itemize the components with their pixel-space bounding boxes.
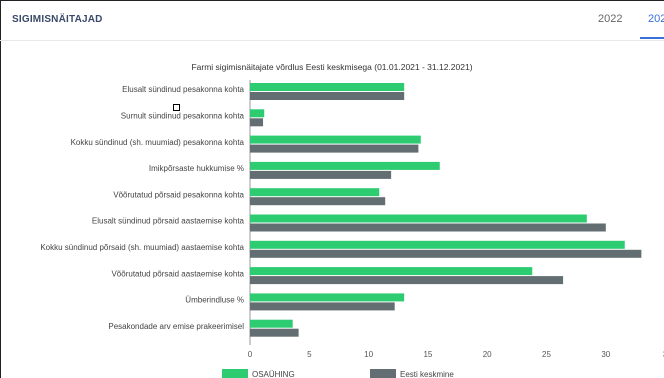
bar-farm: [250, 240, 625, 249]
category-label: Pesakondade arv emise prakeerimisel: [108, 322, 244, 331]
section-header: SIGIMISNÄITAJAD 2022 202: [0, 0, 664, 41]
bar-avg: [250, 328, 299, 337]
bar-avg: [250, 118, 264, 127]
category-label: Võõrutatud põrsaid pesakonna kohta: [113, 190, 244, 199]
bar-farm: [250, 161, 440, 170]
x-tick-label: 20: [483, 350, 492, 359]
category-label: Imikpõrsaste hukkumise %: [149, 164, 244, 173]
section-title: SIGIMISNÄITAJAD: [12, 14, 103, 25]
bar-avg: [250, 170, 392, 179]
category-label: Elusalt sündinud põrsaid aastaemise koht…: [92, 217, 245, 226]
x-tick-label: 25: [542, 350, 551, 359]
x-tick-label: 30: [601, 350, 610, 359]
chart-title: Farmi sigimisnäitajate võrdlus Eesti kes…: [191, 62, 473, 72]
category-label: Ümberindluse %: [185, 296, 244, 305]
category-label: Kokku sündinud (sh. muumiad) pesakonna k…: [71, 138, 245, 147]
tab-year-2021[interactable]: 202: [648, 13, 664, 25]
x-tick-label: 10: [364, 350, 373, 359]
bar-farm: [250, 293, 405, 302]
bar-farm: [250, 109, 265, 118]
x-tick-label: 3: [663, 350, 664, 359]
legend-label: Eesti keskmine: [400, 370, 454, 378]
legend-swatch: [370, 369, 396, 378]
bar-avg: [250, 144, 419, 153]
x-tick-label: 5: [307, 350, 312, 359]
legend-label: OSAÜHING: [252, 370, 295, 378]
bar-farm: [250, 83, 405, 91]
bar-farm: [250, 135, 421, 144]
bar-avg: [250, 276, 564, 285]
bar-farm: [250, 214, 587, 223]
active-tab-indicator: [640, 37, 664, 39]
category-label: Elusalt sündinud pesakonna kohta: [122, 85, 244, 94]
bar-avg: [250, 92, 405, 100]
bar-farm: [250, 188, 380, 197]
x-tick-label: 15: [423, 350, 432, 359]
bar-farm: [250, 267, 533, 276]
bar-avg: [250, 197, 386, 206]
x-tick-label: 0: [248, 350, 253, 359]
category-label: Surnult sündinud pesakonna kohta: [121, 111, 245, 120]
legend-swatch: [222, 369, 248, 378]
bar-avg: [250, 302, 395, 311]
bar-avg: [250, 249, 642, 258]
category-label: Kokku sündinud põrsaid (sh. muumiad) aas…: [40, 243, 244, 252]
category-label: Võõrutatud põrsaid aastaemise kohta: [111, 269, 244, 278]
mouse-cursor-marker: [173, 104, 180, 111]
bar-farm: [250, 319, 293, 328]
tab-year-2022[interactable]: 2022: [598, 13, 623, 25]
bar-avg: [250, 223, 606, 232]
